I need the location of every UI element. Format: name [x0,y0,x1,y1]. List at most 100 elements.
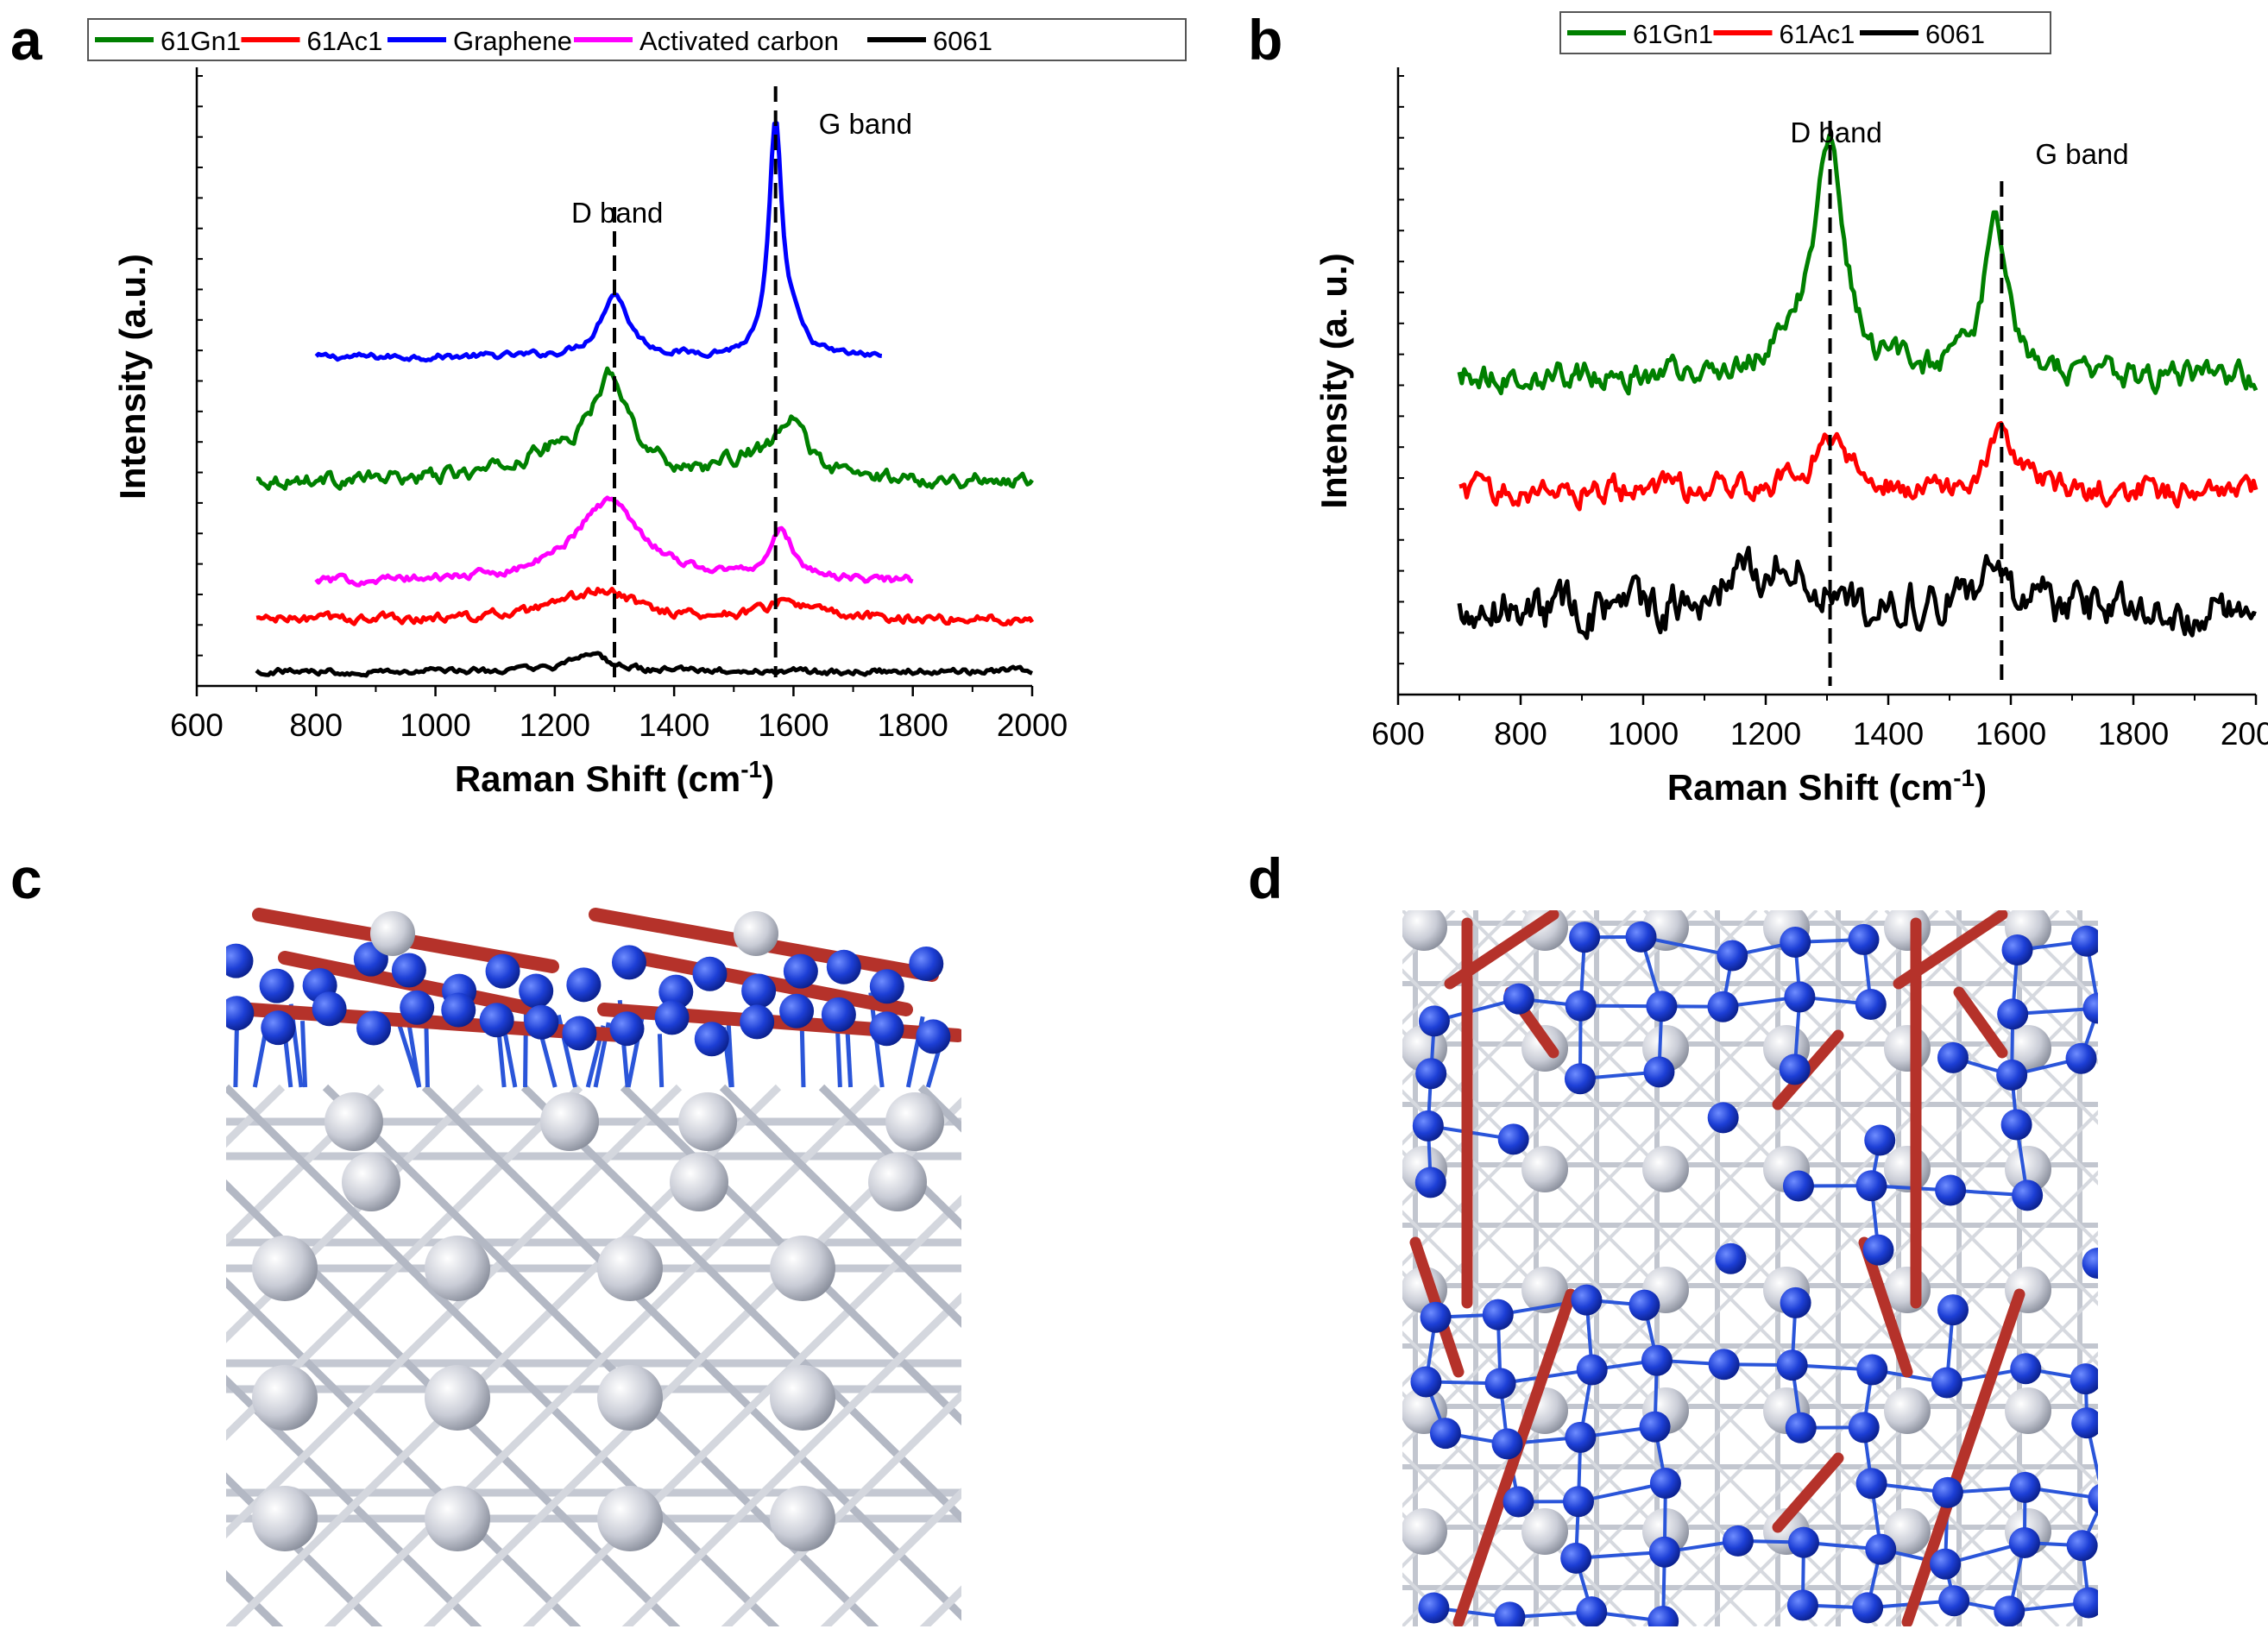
bond [2188,910,2268,1626]
carbon-atom [1780,927,1811,959]
x-tick-label: 1600 [1975,716,2046,752]
aluminum-atom [1521,910,1568,951]
bond [2127,910,2268,1626]
bond [1402,910,1577,1085]
aluminum-atom [342,1153,400,1211]
carbon-atom [1565,1421,1597,1453]
carbon-atom [1494,1601,1526,1626]
bond [0,1087,84,1631]
carbon-atom [1865,1533,1897,1565]
band-annotation: G band [2035,138,2128,170]
carbon-atom [1560,1542,1592,1574]
legend-label: 6061 [933,26,992,56]
aluminum-atom [597,1486,663,1551]
bond [2127,910,2268,1626]
aluminum-atom [2005,1146,2051,1192]
carbon-atom [2009,1471,2041,1503]
carbon-atom [479,1003,514,1038]
aluminum-atom [770,1365,835,1431]
series-line-61gn1 [1457,133,2259,396]
bond [233,1023,239,1088]
y-axis-title: Intensity (a. u.) [1314,253,1354,508]
carbon-atom [1722,1525,1754,1557]
carbon-atom [1484,1368,1516,1400]
carbon-atom [1784,981,1816,1013]
chart-a: 61Gn1 61Ac1 Graphene Activated carbon 6061 60… [87,18,1187,799]
series-line-61gn1 [255,366,1034,491]
carbon-atom [869,969,904,1004]
carbon-atom [611,945,646,980]
carbon-atom [1649,1467,1681,1499]
x-tick-label: 1200 [1730,716,1801,752]
x-tick-label: 1400 [639,708,709,743]
bond [226,1084,286,1148]
carbon-atom [2073,1587,2098,1619]
carbon-atom [1576,1354,1608,1386]
carbon-atom [821,997,856,1032]
aluminum-atom [425,1236,490,1301]
aluminum-atom [1884,1508,1931,1555]
carbon-atom [783,953,818,989]
aluminum-atom [597,1236,663,1301]
carbon-atom [779,993,815,1028]
carbon-atom [2070,925,2098,957]
aluminum-atom [597,1365,663,1431]
aluminum-atom [1884,1025,1931,1072]
band-annotation: G band [819,108,912,140]
carbon-atom [391,953,426,988]
chart-b: 61Gn1 61Ac1 6061 600 800 1000 1200 1400 1600 1800… [1314,11,2268,808]
bond [1521,1049,2098,1626]
carbon-atom [1497,1123,1529,1155]
carbon-atom [1418,1592,1450,1624]
bond [299,1021,308,1088]
bond [1402,1451,1577,1626]
panel-label-a: a [10,8,42,72]
carbon-atom [566,967,602,1003]
displacement-arrow [1452,1288,1577,1626]
bond [1402,910,1818,1327]
carbon-atom [485,953,520,989]
carbon-atom [2088,1484,2098,1513]
aluminum-atom [1402,1508,1447,1555]
carbon-atom [1410,1366,1442,1398]
carbon-atom [226,943,254,978]
carbon-atom [869,1011,904,1047]
legend-item: Graphene [387,26,572,56]
carbon-atom [1569,921,1601,953]
x-tick-label: 1800 [2098,716,2169,752]
displacement-arrow [243,1003,628,1042]
carbon-atom [2065,1042,2097,1074]
x-tick-label: 1400 [1853,716,1924,752]
carbon-atom [562,1016,597,1051]
bond [0,1087,84,1631]
carbon-atom [1862,1234,1894,1266]
bond [226,1569,284,1626]
aluminum-atom [425,1365,490,1431]
carbon-atom [1935,1174,1967,1206]
carbon-atom [1855,988,1887,1020]
carbon-atom [1848,923,1880,955]
carbon-atom [259,968,294,1003]
aluminum-atom [1402,910,1447,951]
aluminum-atom [252,1365,318,1431]
carbon-atom [1482,1299,1514,1330]
legend-item: 6061 [1860,19,1985,49]
carbon-atom [1639,1411,1671,1443]
carbon-atom [1565,990,1597,1022]
legend-label: 61Gn1 [161,26,241,56]
legend-item: 61Ac1 [1713,19,1855,49]
legend-label: 61Ac1 [307,26,383,56]
carbon-atom [2001,934,2033,966]
aluminum-atom [734,911,778,956]
y-axis-title: Intensity (a.u.) [112,254,153,500]
bond [226,1472,383,1626]
aluminum-atom [1884,1387,1931,1434]
bond [1402,910,1637,1146]
bond [719,1084,961,1328]
series-line-6061 [255,651,1033,678]
x-tick-label: 2000 [997,708,1068,743]
aluminum-atom [770,1236,835,1301]
carbon-atom [524,1004,559,1040]
carbon-atom [312,991,347,1027]
